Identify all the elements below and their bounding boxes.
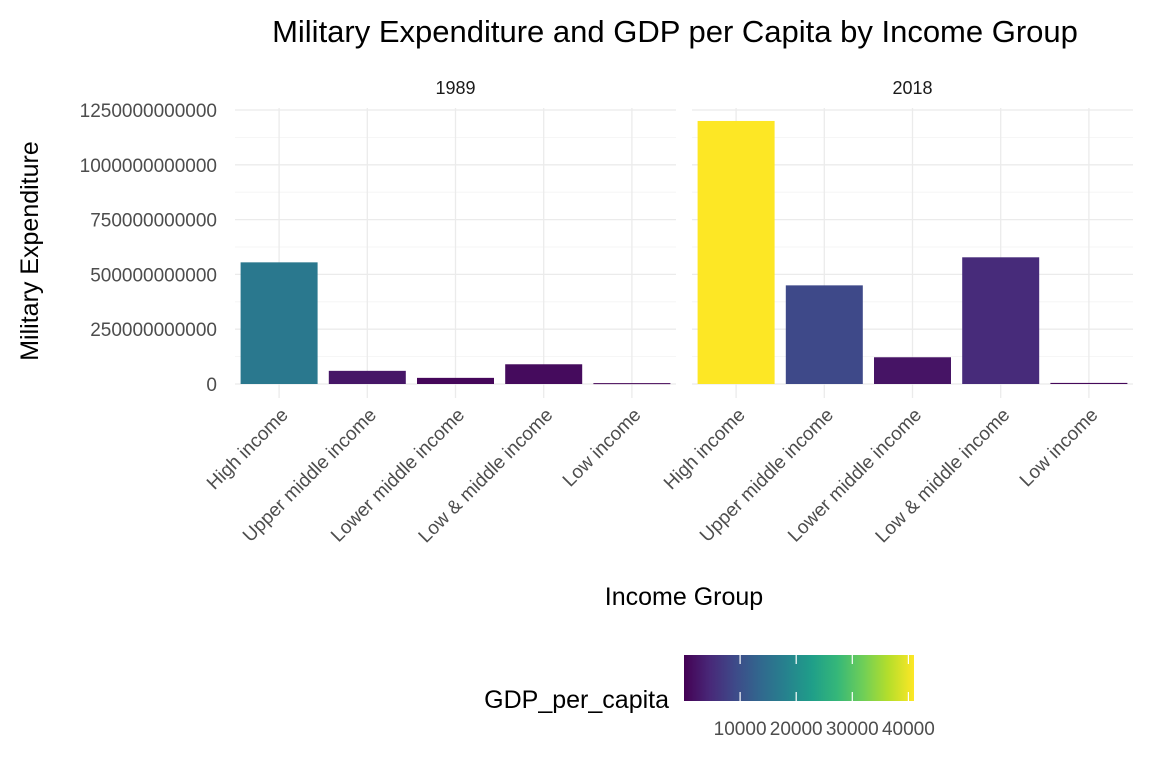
x-axis-title: Income Group — [605, 583, 763, 611]
bar-1989-3 — [505, 364, 583, 384]
y-tick-label: 0 — [206, 375, 217, 396]
y-tick-label: 750000000000 — [90, 211, 217, 232]
facet-label: 1989 — [435, 78, 475, 98]
bar-2018-3 — [962, 257, 1040, 384]
bar-2018-4 — [1050, 382, 1128, 384]
legend-tick-label: 40000 — [882, 719, 935, 740]
legend: GDP_per_capita 10000 20000 30000 40000 — [484, 655, 935, 740]
y-tick-label: 500000000000 — [90, 265, 217, 286]
x-tick-label: Low income — [1016, 405, 1103, 492]
legend-title: GDP_per_capita — [484, 686, 669, 714]
x-tick-label: Low income — [559, 405, 646, 492]
bar-2018-1 — [785, 285, 863, 384]
facet-label: 2018 — [892, 78, 932, 98]
bar-2018-0 — [697, 120, 775, 385]
bar-1989-0 — [240, 262, 318, 384]
legend-ticks: 10000 20000 30000 40000 — [714, 655, 935, 740]
y-axis-title: Military Expenditure — [16, 141, 44, 361]
y-tick-label: 1000000000000 — [80, 156, 217, 177]
x-tick-label: High income — [203, 405, 293, 495]
chart-title: Military Expenditure and GDP per Capita … — [272, 14, 1078, 49]
y-tick-label: 250000000000 — [90, 320, 217, 341]
bar-2018-2 — [874, 357, 951, 384]
bar-1989-2 — [417, 377, 494, 384]
legend-tick-label: 30000 — [826, 719, 879, 740]
y-tick-label: 1250000000000 — [80, 101, 217, 122]
x-tick-label: High income — [660, 405, 750, 495]
bar-1989-4 — [593, 383, 671, 385]
legend-tick-label: 10000 — [714, 719, 767, 740]
legend-tick-label: 20000 — [770, 719, 823, 740]
bar-1989-1 — [328, 370, 406, 384]
legend-colorbar — [684, 655, 914, 701]
